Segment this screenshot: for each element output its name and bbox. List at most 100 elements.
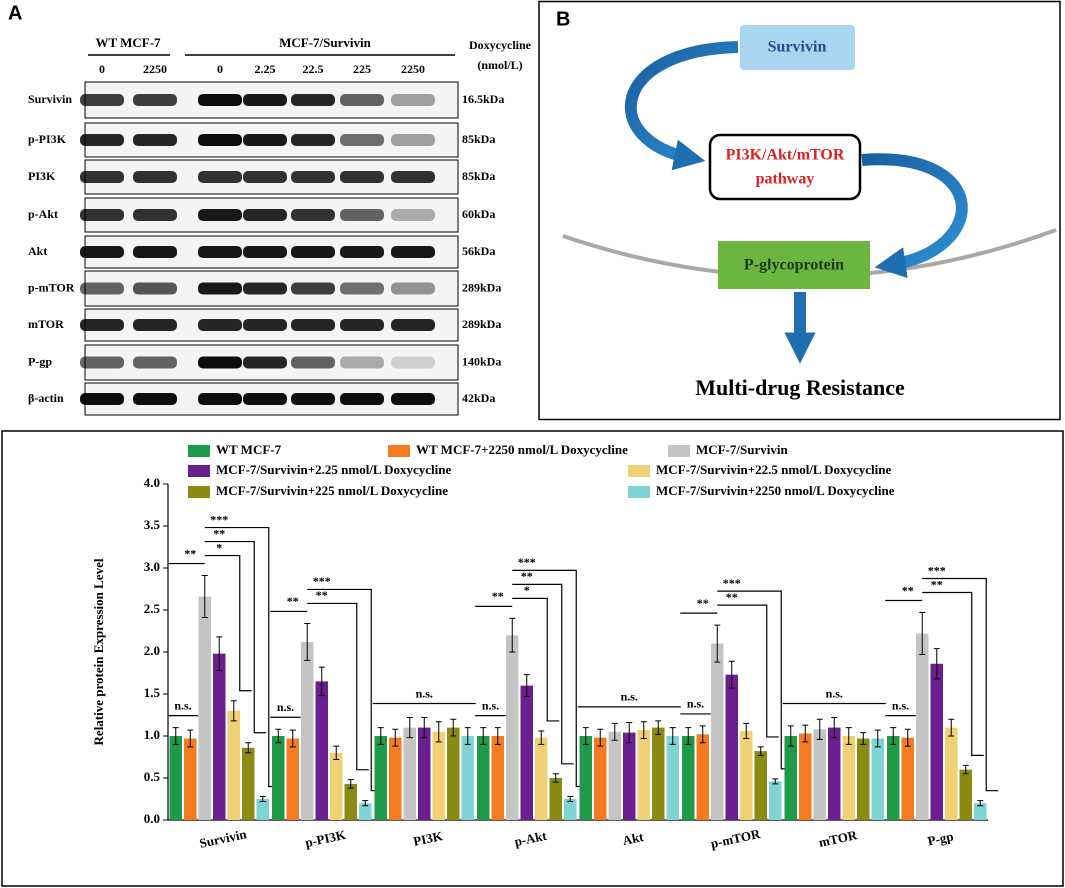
band [340,94,384,106]
error-bar [582,727,589,745]
node-label: pathway [756,171,815,188]
error-bar [597,728,604,747]
panel-label: A [8,2,22,24]
y-tick-label: 0.0 [144,811,160,826]
band [198,246,242,258]
error-bar [728,660,735,689]
bar [359,803,372,820]
y-tick-label: 2.0 [144,643,160,658]
row-label: β-actin [28,391,64,405]
bar [213,653,226,820]
error-bar [567,795,574,803]
outcome: Multi-drug Resistance [695,375,905,400]
bar [447,727,460,820]
row-label: PI3K [28,169,56,183]
error-bar [626,722,633,744]
band [80,356,124,369]
band [340,246,384,258]
band [291,246,335,258]
band [80,319,124,331]
legend-swatch [388,445,410,457]
error-bar [816,718,823,740]
bar [842,736,855,820]
legend-swatch [188,465,210,477]
bar [945,727,958,820]
bar [549,778,562,820]
band [291,209,335,221]
size-label: 60kDa [462,207,495,221]
unit: (nmol/L) [477,58,522,72]
band [198,171,242,183]
sig-label: ** [184,546,196,560]
bar [784,736,797,820]
lane-label: 2250 [143,62,167,76]
bar [169,736,182,820]
legend-swatch [188,486,210,498]
error-bar [275,728,282,744]
sig-label: ** [213,526,225,540]
bar [959,769,972,820]
bar [901,737,914,820]
band [133,393,177,405]
sig-label: n.s. [892,698,909,712]
legend-label: WT MCF-7 [216,442,282,457]
bar [256,799,269,820]
band [80,209,124,221]
error-bar [172,727,179,745]
bar [286,738,299,820]
error-bar [714,624,721,663]
legend-label: MCF-7/Survivin+2.25 nmol/L Doxycycline [216,462,451,477]
bar [594,737,607,820]
group-label: MCF-7/Survivin [279,35,371,50]
size-label: 85kDa [462,132,495,146]
bar [198,596,211,820]
error-bar [362,800,369,807]
error-bar [919,612,926,656]
band [198,209,242,221]
node-label: Survivin [768,39,827,56]
band [243,171,287,183]
pgp-box [718,241,870,289]
legend-label: MCF-7/Survivin [696,442,788,457]
band [80,94,124,106]
band [391,393,435,405]
error-bar [948,718,955,737]
sig-label: n.s. [277,700,294,714]
band [340,171,384,183]
bar [432,731,445,820]
bar [916,633,929,820]
band [291,393,335,405]
error-bar [318,666,325,697]
sig-label: *** [313,574,331,588]
bar [403,727,416,820]
legend-label: MCF-7/Survivin+225 nmol/L Doxycycline [216,483,448,498]
lane-label: 225 [353,62,371,76]
error-bar [259,795,266,803]
sig-label: n.s. [482,698,499,712]
sig-label: * [216,540,222,554]
node-label: PI3K/Akt/mTOR [726,147,845,164]
band [243,246,287,258]
row-label: P-gp [28,354,52,368]
size-label: 289kDa [462,317,501,331]
lane-label: 22.5 [303,62,324,76]
band [243,319,287,331]
bar [579,736,592,820]
bar [828,727,841,820]
band [133,246,177,258]
legend-label: MCF-7/Survivin+22.5 nmol/L Doxycycline [656,462,891,477]
error-bar [962,764,969,775]
x-tick-label: mTOR [817,827,859,850]
band [340,319,384,331]
band [243,94,287,106]
error-bar [216,636,223,671]
error-bar [640,721,647,740]
legend-label: WT MCF-7+2250 nmol/L Doxycycline [416,442,628,457]
error-bar [406,717,413,739]
sig-label: * [524,583,530,597]
sig-label: n.s. [416,686,433,700]
x-tick-label: Akt [621,829,645,848]
legend-swatch [628,465,650,477]
band [133,209,177,221]
y-tick-label: 3.5 [144,517,161,532]
